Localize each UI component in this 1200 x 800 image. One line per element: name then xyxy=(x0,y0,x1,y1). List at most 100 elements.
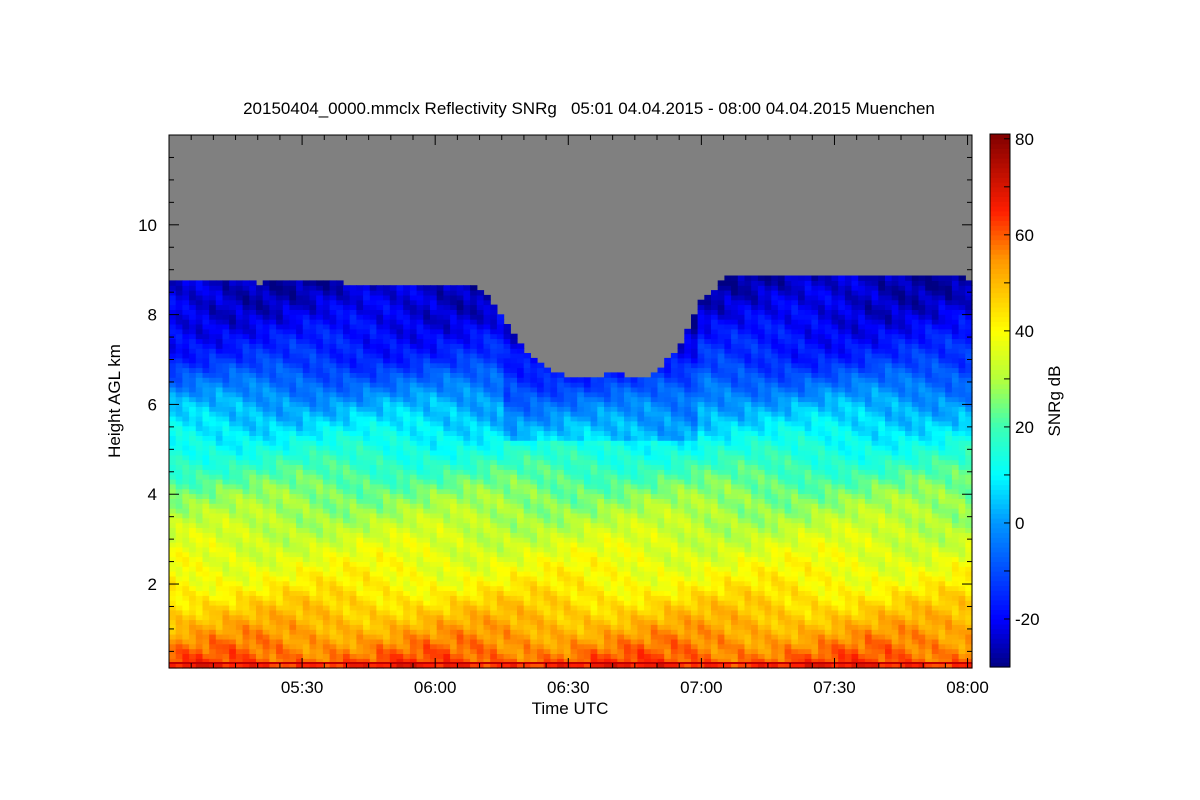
heatmap-cell xyxy=(343,469,351,475)
heatmap-cell xyxy=(175,420,183,427)
heatmap-cell xyxy=(322,440,331,446)
heatmap-cell xyxy=(322,280,331,286)
heatmap-cell xyxy=(363,488,371,495)
heatmap-cell xyxy=(269,294,277,301)
heatmap-cell xyxy=(242,542,250,548)
heatmap-cell xyxy=(403,459,411,465)
heatmap-cell xyxy=(510,638,518,645)
heatmap-cell xyxy=(276,600,284,606)
heatmap-cell xyxy=(517,357,525,364)
heatmap-cell xyxy=(409,420,418,427)
heatmap-cell xyxy=(242,435,250,441)
heatmap-cell xyxy=(456,605,464,611)
heatmap-cell xyxy=(396,459,404,465)
heatmap-cell xyxy=(369,294,378,301)
heatmap-cell xyxy=(503,498,511,504)
heatmap-cell xyxy=(282,483,291,490)
heatmap-cell xyxy=(510,411,518,417)
heatmap-cell xyxy=(282,561,291,567)
heatmap-cell xyxy=(316,450,324,456)
heatmap-cell xyxy=(282,503,291,509)
heatmap-cell xyxy=(309,406,317,412)
heatmap-cell xyxy=(195,459,204,465)
heatmap-cell xyxy=(523,556,531,562)
heatmap-cell xyxy=(329,430,337,436)
heatmap-cell xyxy=(376,324,384,330)
heatmap-cell xyxy=(450,450,458,456)
heatmap-cell xyxy=(182,575,190,582)
heatmap-cell xyxy=(242,377,250,383)
heatmap-cell xyxy=(322,333,331,340)
heatmap-cell xyxy=(389,634,398,640)
heatmap-cell xyxy=(329,440,337,446)
heatmap-cell xyxy=(262,629,270,635)
heatmap-cell xyxy=(336,575,344,582)
heatmap-cell xyxy=(282,454,291,461)
heatmap-cell xyxy=(256,532,264,538)
heatmap-cell xyxy=(249,488,257,495)
heatmap-cell xyxy=(175,653,183,659)
heatmap-cell xyxy=(590,556,598,562)
heatmap-cell xyxy=(269,406,277,412)
heatmap-cell xyxy=(409,551,418,558)
heatmap-cell xyxy=(235,411,244,417)
heatmap-cell xyxy=(523,362,531,369)
heatmap-cell xyxy=(383,285,391,291)
heatmap-cell xyxy=(276,643,284,650)
heatmap-cell xyxy=(282,551,291,558)
heatmap-cell xyxy=(403,483,411,490)
heatmap-cell xyxy=(215,474,224,480)
heatmap-cell xyxy=(322,343,331,349)
heatmap-cell xyxy=(343,595,351,601)
heatmap-cell xyxy=(517,387,525,393)
heatmap-cell xyxy=(175,299,183,306)
heatmap-cell xyxy=(369,348,378,354)
heatmap-cell xyxy=(476,309,485,315)
heatmap-cell xyxy=(577,411,585,417)
heatmap-cell xyxy=(570,377,578,383)
heatmap-cell xyxy=(343,416,351,422)
heatmap-cell xyxy=(276,454,284,461)
heatmap-cell xyxy=(483,367,491,373)
heatmap-cell xyxy=(269,343,277,349)
heatmap-cell xyxy=(503,488,511,495)
heatmap-cell xyxy=(242,556,250,562)
heatmap-cell xyxy=(182,629,190,635)
heatmap-cell xyxy=(503,353,511,359)
heatmap-cell xyxy=(490,638,498,645)
heatmap-cell xyxy=(376,619,384,625)
heatmap-cell xyxy=(463,595,471,601)
heatmap-cell xyxy=(463,430,471,436)
heatmap-cell xyxy=(369,382,378,388)
heatmap-cell xyxy=(430,663,438,669)
heatmap-cell xyxy=(169,527,177,533)
heatmap-cell xyxy=(322,464,331,470)
heatmap-cell xyxy=(329,638,337,645)
heatmap-cell xyxy=(470,571,478,577)
heatmap-cell xyxy=(282,290,291,296)
heatmap-cell xyxy=(182,362,190,369)
heatmap-cell xyxy=(329,416,337,422)
heatmap-cell xyxy=(363,304,371,310)
heatmap-cell xyxy=(169,522,177,528)
heatmap-cell xyxy=(215,343,224,349)
heatmap-cell xyxy=(490,629,498,635)
heatmap-cell xyxy=(416,435,424,441)
heatmap-cell xyxy=(322,328,331,335)
heatmap-cell xyxy=(483,580,491,587)
heatmap-cell xyxy=(517,532,525,538)
heatmap-cell xyxy=(537,454,545,461)
heatmap-cell xyxy=(329,425,337,432)
heatmap-cell xyxy=(470,314,478,320)
heatmap-cell xyxy=(416,556,424,562)
heatmap-cell xyxy=(296,503,304,509)
heatmap-cell xyxy=(349,387,357,393)
heatmap-cell xyxy=(242,508,250,514)
heatmap-cell xyxy=(503,634,511,640)
heatmap-cell xyxy=(590,411,598,417)
heatmap-cell xyxy=(322,653,331,659)
heatmap-cell xyxy=(282,624,291,630)
heatmap-cell xyxy=(550,401,558,407)
heatmap-cell xyxy=(302,324,311,330)
heatmap-cell xyxy=(276,590,284,596)
